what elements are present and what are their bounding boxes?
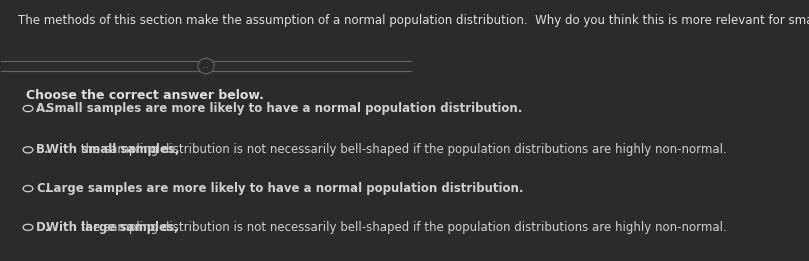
Ellipse shape: [198, 58, 214, 74]
Text: B.: B.: [36, 143, 50, 156]
Text: With small samples,: With small samples,: [45, 143, 179, 156]
Text: the sampling distribution is not necessarily bell-shaped if the population distr: the sampling distribution is not necessa…: [78, 221, 727, 234]
Text: Small samples are more likely to have a normal population distribution.: Small samples are more likely to have a …: [45, 102, 522, 115]
Text: ...: ...: [203, 63, 210, 69]
Text: A.: A.: [36, 102, 50, 115]
Text: D.: D.: [36, 221, 50, 234]
Text: C.: C.: [36, 182, 49, 195]
Text: Large samples are more likely to have a normal population distribution.: Large samples are more likely to have a …: [45, 182, 523, 195]
Text: With large samples,: With large samples,: [45, 221, 178, 234]
Text: Choose the correct answer below.: Choose the correct answer below.: [26, 89, 264, 102]
Text: The methods of this section make the assumption of a normal population distribut: The methods of this section make the ass…: [18, 14, 809, 27]
Text: the sampling distribution is not necessarily bell-shaped if the population distr: the sampling distribution is not necessa…: [78, 143, 727, 156]
